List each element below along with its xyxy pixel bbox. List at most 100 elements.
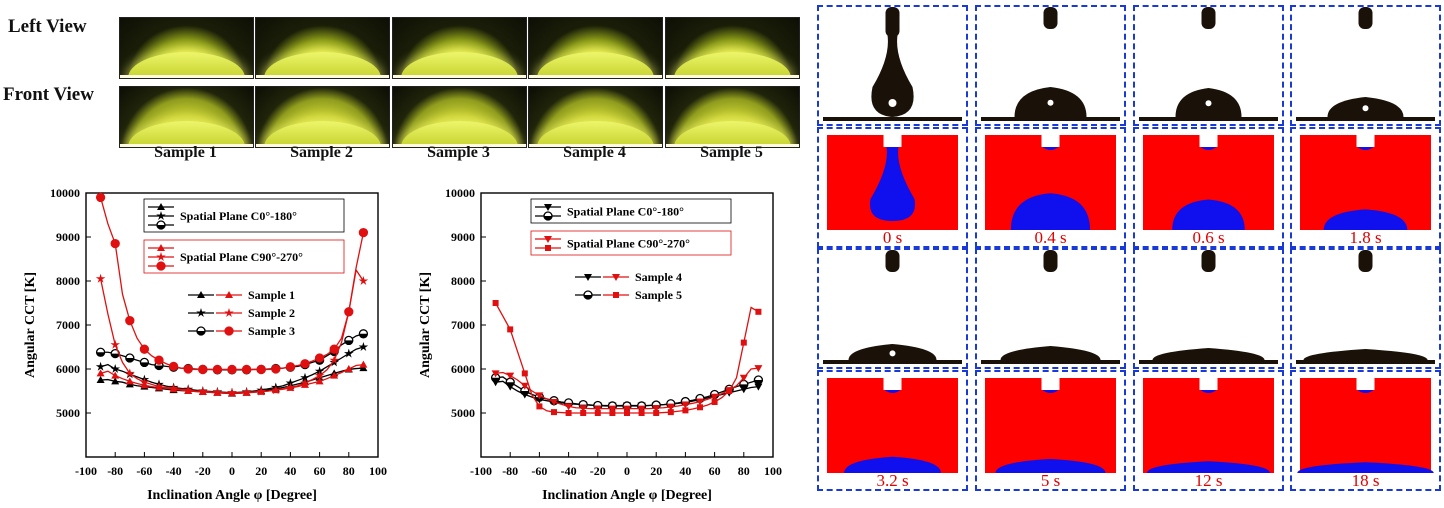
simulation-frame: 12 s [1133, 370, 1284, 491]
legend-marker [157, 203, 165, 210]
data-point [358, 276, 369, 285]
sim-pendant [1357, 147, 1374, 150]
sim-droplet [1010, 193, 1091, 230]
droplet-photo [823, 250, 962, 364]
x-tick-label: -40 [561, 464, 577, 478]
x-tick-label: -60 [136, 464, 152, 478]
sim-nozzle [1041, 378, 1060, 390]
y-tick-label: 10000 [445, 186, 475, 200]
legend-marker-fill [197, 331, 205, 335]
x-axis-label: Inclination Angle φ [Degree] [542, 488, 712, 503]
time-label: 3.2 s [876, 471, 909, 490]
data-point [754, 383, 763, 391]
nozzle [1358, 7, 1373, 29]
data-point [314, 353, 325, 363]
droplet-photo [981, 7, 1120, 121]
sim-nozzle [1041, 135, 1060, 147]
legend-sample-label: Sample 3 [248, 324, 295, 338]
data-point-fill [96, 352, 105, 357]
series-line-2 [100, 333, 364, 371]
data-point [271, 364, 281, 374]
sim-nozzle [1199, 135, 1218, 147]
data-point [198, 386, 208, 396]
data-point [256, 386, 266, 396]
data-point [111, 377, 120, 385]
x-tick-label: 0 [624, 464, 630, 478]
droplet-photo [1296, 7, 1435, 121]
data-point [96, 369, 105, 377]
time-label: 0 s [882, 228, 903, 247]
y-tick-label: 5000 [451, 406, 475, 420]
legend-marker [157, 244, 165, 251]
sim-background [985, 378, 1116, 473]
data-point [358, 342, 369, 351]
data-point [608, 405, 617, 413]
data-point [565, 410, 572, 416]
sample-photo-left-4 [528, 17, 663, 79]
substrate-line [393, 75, 526, 78]
data-point [755, 308, 762, 315]
sim-droplet [1172, 199, 1245, 230]
legend-marker [196, 308, 206, 317]
legend-marker [612, 274, 620, 281]
x-tick-label: -40 [166, 464, 182, 478]
sim-pendant [884, 390, 901, 393]
data-point [227, 387, 237, 397]
data-point [96, 376, 105, 383]
legend-header: Spatial Plane C0°-180° [180, 209, 297, 223]
droplet-photo-frame [975, 248, 1126, 369]
data-point-fill [111, 353, 120, 358]
simulation-view [1143, 135, 1274, 230]
sample-caption: Sample 4 [563, 144, 626, 161]
droplet-photo-frame [1133, 5, 1284, 126]
x-axis-label: Inclination Angle φ [Degree] [147, 488, 317, 503]
data-point [241, 387, 252, 397]
sim-nozzle [883, 135, 902, 147]
substrate-line [666, 75, 799, 78]
legend-box [530, 230, 732, 256]
sim-droplet [1146, 461, 1271, 473]
data-point [285, 382, 296, 392]
legend-sample-label: Sample 1 [248, 288, 295, 302]
data-point [535, 392, 544, 400]
data-point [637, 405, 646, 413]
plot-frame [480, 192, 774, 458]
sample-caption: Sample 1 [154, 144, 217, 161]
data-point [111, 371, 120, 379]
data-point [95, 361, 106, 371]
substrate [1296, 117, 1435, 121]
time-label: 0.4 s [1034, 228, 1067, 247]
legend-sample-label: Sample 4 [635, 270, 682, 284]
y-tick-label: 7000 [56, 318, 80, 332]
sim-background [1143, 378, 1274, 473]
legend-marker [225, 291, 233, 298]
sim-pendant [1200, 147, 1217, 150]
sample-caption: Sample 5 [700, 144, 763, 161]
x-tick-label: -80 [502, 464, 518, 478]
reflection [1205, 100, 1212, 107]
substrate-line [666, 144, 799, 147]
data-point [300, 359, 310, 369]
data-point [623, 405, 631, 413]
nozzle [1201, 7, 1216, 29]
sim-droplet [1297, 462, 1434, 473]
data-point [110, 364, 120, 373]
legend-box [143, 239, 345, 274]
droplet-photo-frame [1290, 5, 1441, 126]
data-point [344, 307, 354, 317]
data-point [358, 227, 369, 238]
data-point [330, 371, 339, 379]
data-point [241, 364, 252, 375]
sim-pendant [1042, 147, 1059, 150]
data-point-fill [739, 384, 748, 389]
x-tick-label: -20 [590, 464, 606, 478]
data-point-fill [491, 377, 500, 382]
data-point-fill [155, 365, 163, 370]
simulation-view [985, 378, 1116, 473]
simulation-frame: 0 s [817, 127, 968, 248]
time-label: 1.8 s [1349, 228, 1382, 247]
legend-marker-fill [584, 295, 592, 299]
row-label-front-view: Front View [3, 84, 94, 105]
sim-background [1300, 378, 1431, 473]
cct-chart-samples-1-3: -100 -80 -60 -40 -20 0 20 40 60 80 100 5000 6000 7000… [23, 186, 387, 503]
